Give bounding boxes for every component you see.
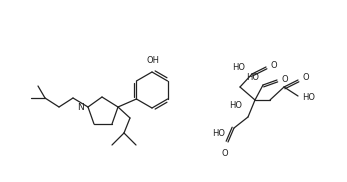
Text: O: O: [222, 149, 228, 158]
Text: OH: OH: [146, 56, 160, 65]
Text: HO: HO: [246, 74, 259, 82]
Text: HO: HO: [232, 64, 245, 72]
Text: O: O: [303, 74, 310, 82]
Text: O: O: [271, 60, 278, 70]
Text: HO: HO: [229, 100, 242, 110]
Text: N: N: [77, 102, 84, 112]
Text: HO: HO: [212, 128, 225, 137]
Text: HO: HO: [302, 94, 315, 102]
Text: O: O: [282, 76, 289, 84]
